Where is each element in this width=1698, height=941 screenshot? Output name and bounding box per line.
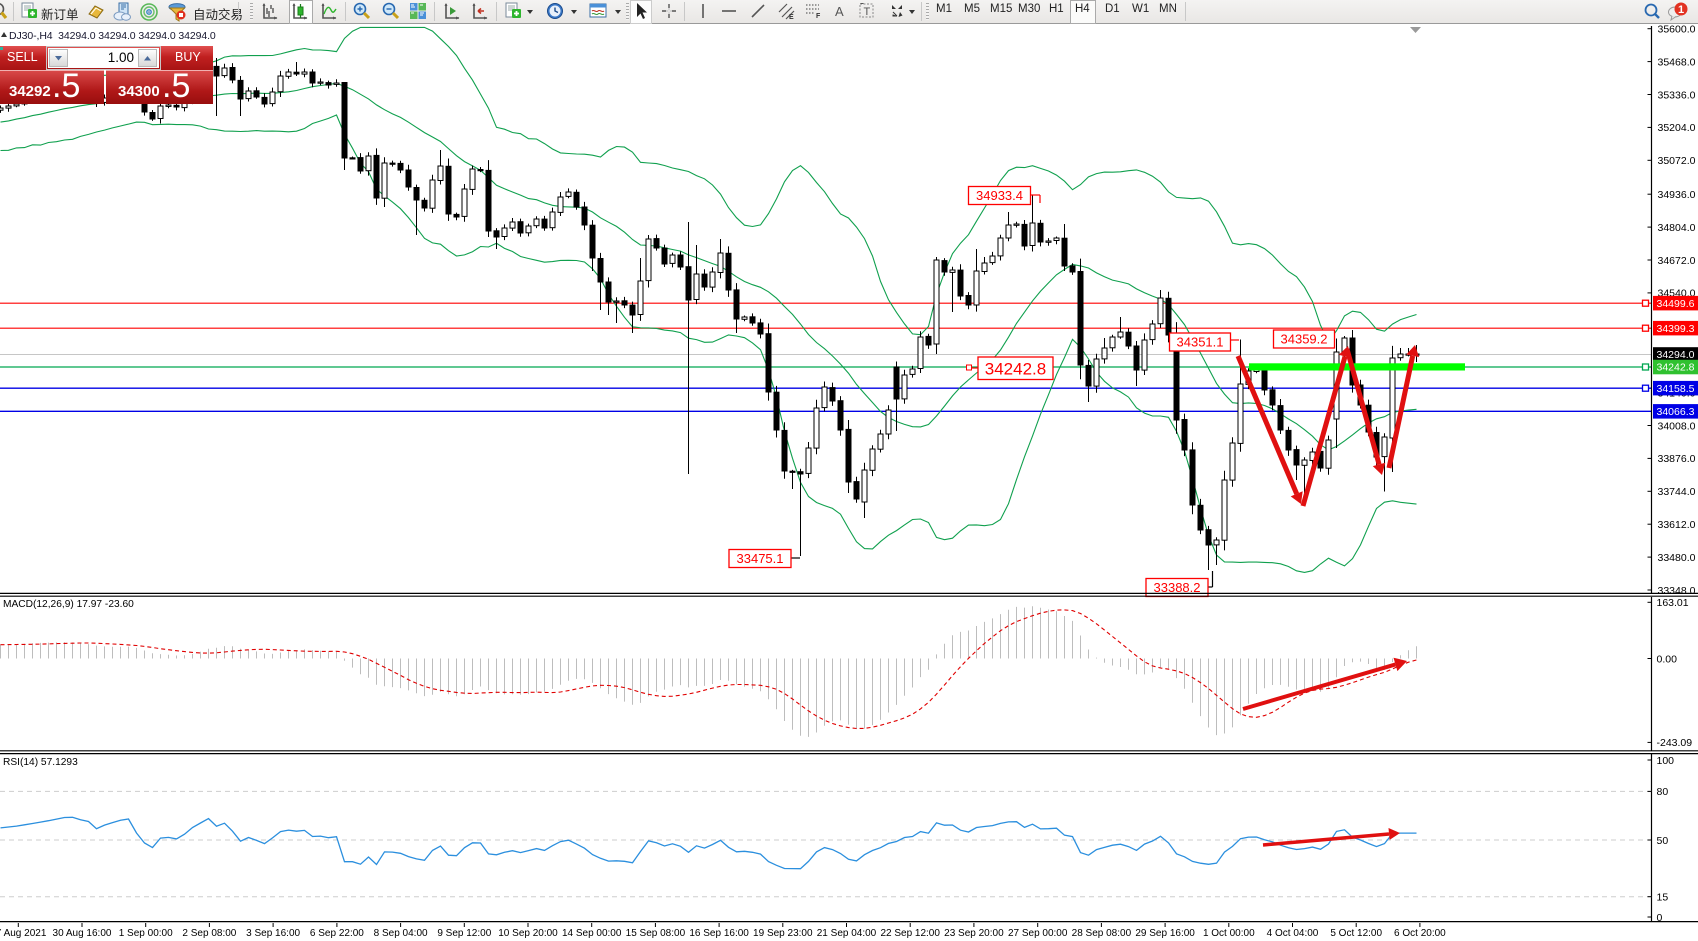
svg-text:F: F xyxy=(816,13,821,20)
svg-text:30 Aug 16:00: 30 Aug 16:00 xyxy=(53,928,112,939)
svg-text:35336.0: 35336.0 xyxy=(1658,89,1696,101)
svg-text:1 Oct 00:00: 1 Oct 00:00 xyxy=(1203,928,1255,939)
svg-text:-243.09: -243.09 xyxy=(1657,737,1693,749)
svg-text:15: 15 xyxy=(1657,892,1669,904)
svg-text:34399.3: 34399.3 xyxy=(1657,323,1695,335)
svg-text:9 Sep 12:00: 9 Sep 12:00 xyxy=(437,928,491,939)
svg-text:16 Sep 16:00: 16 Sep 16:00 xyxy=(689,928,749,939)
svg-text:6 Sep 22:00: 6 Sep 22:00 xyxy=(310,928,364,939)
svg-text:1: 1 xyxy=(1678,4,1684,16)
svg-text:34359.2: 34359.2 xyxy=(1281,332,1328,347)
svg-text:0: 0 xyxy=(1657,912,1663,924)
svg-text:1 Sep 00:00: 1 Sep 00:00 xyxy=(119,928,173,939)
svg-text:33475.1: 33475.1 xyxy=(737,551,784,566)
svg-text:3 Sep 16:00: 3 Sep 16:00 xyxy=(246,928,300,939)
svg-text:34351.1: 34351.1 xyxy=(1177,335,1224,350)
svg-text:34936.0: 34936.0 xyxy=(1658,189,1696,201)
svg-text:RSI(14) 57.1293: RSI(14) 57.1293 xyxy=(3,757,78,768)
svg-text:28 Sep 08:00: 28 Sep 08:00 xyxy=(1072,928,1132,939)
svg-text:34066.3: 34066.3 xyxy=(1657,406,1695,418)
svg-text:34804.0: 34804.0 xyxy=(1658,222,1696,234)
svg-text:50: 50 xyxy=(1657,835,1669,847)
svg-text:2 Sep 08:00: 2 Sep 08:00 xyxy=(182,928,236,939)
svg-text:33876.0: 33876.0 xyxy=(1658,453,1696,465)
svg-text:19 Sep 23:00: 19 Sep 23:00 xyxy=(753,928,813,939)
svg-text:10 Sep 20:00: 10 Sep 20:00 xyxy=(498,928,558,939)
svg-text:21 Sep 04:00: 21 Sep 04:00 xyxy=(817,928,877,939)
svg-text:27 Aug 2021: 27 Aug 2021 xyxy=(0,928,47,939)
svg-text:35072.0: 35072.0 xyxy=(1658,155,1696,167)
svg-text:8 Sep 04:00: 8 Sep 04:00 xyxy=(374,928,428,939)
svg-text:15 Sep 08:00: 15 Sep 08:00 xyxy=(626,928,686,939)
svg-text:33744.0: 33744.0 xyxy=(1658,486,1696,498)
svg-text:33480.0: 33480.0 xyxy=(1658,552,1696,564)
svg-text:35600.0: 35600.0 xyxy=(1658,24,1696,36)
svg-text:34933.4: 34933.4 xyxy=(976,188,1023,203)
svg-text:27 Sep 00:00: 27 Sep 00:00 xyxy=(1008,928,1068,939)
svg-text:14 Sep 00:00: 14 Sep 00:00 xyxy=(562,928,622,939)
svg-text:33348.0: 33348.0 xyxy=(1658,585,1696,597)
svg-text:163.01: 163.01 xyxy=(1657,597,1689,609)
svg-text:A: A xyxy=(835,4,844,19)
svg-text:E: E xyxy=(789,14,794,21)
svg-text:34242.8: 34242.8 xyxy=(985,359,1046,378)
svg-text:33612.0: 33612.0 xyxy=(1658,519,1696,531)
svg-text:35468.0: 35468.0 xyxy=(1658,56,1696,68)
svg-text:35204.0: 35204.0 xyxy=(1658,122,1696,134)
svg-text:5 Oct 12:00: 5 Oct 12:00 xyxy=(1330,928,1382,939)
svg-text:4 Oct 04:00: 4 Oct 04:00 xyxy=(1267,928,1319,939)
svg-text:22 Sep 12:00: 22 Sep 12:00 xyxy=(880,928,940,939)
svg-text:MACD(12,26,9) 17.97 -23.60: MACD(12,26,9) 17.97 -23.60 xyxy=(3,599,134,610)
svg-text:34672.0: 34672.0 xyxy=(1658,255,1696,267)
svg-text:T: T xyxy=(864,6,871,18)
svg-text:34499.6: 34499.6 xyxy=(1657,298,1695,310)
svg-text:100: 100 xyxy=(1657,755,1675,767)
svg-text:0.00: 0.00 xyxy=(1657,653,1678,665)
svg-text:34008.0: 34008.0 xyxy=(1658,420,1696,432)
svg-text:34242.8: 34242.8 xyxy=(1657,362,1695,374)
svg-text:34158.5: 34158.5 xyxy=(1657,383,1695,395)
svg-text:6 Oct 20:00: 6 Oct 20:00 xyxy=(1394,928,1446,939)
svg-text:29 Sep 16:00: 29 Sep 16:00 xyxy=(1135,928,1195,939)
svg-text:33388.2: 33388.2 xyxy=(1154,580,1201,595)
svg-text:34294.0: 34294.0 xyxy=(1657,349,1695,361)
svg-text:80: 80 xyxy=(1657,786,1669,798)
svg-text:23 Sep 20:00: 23 Sep 20:00 xyxy=(944,928,1004,939)
